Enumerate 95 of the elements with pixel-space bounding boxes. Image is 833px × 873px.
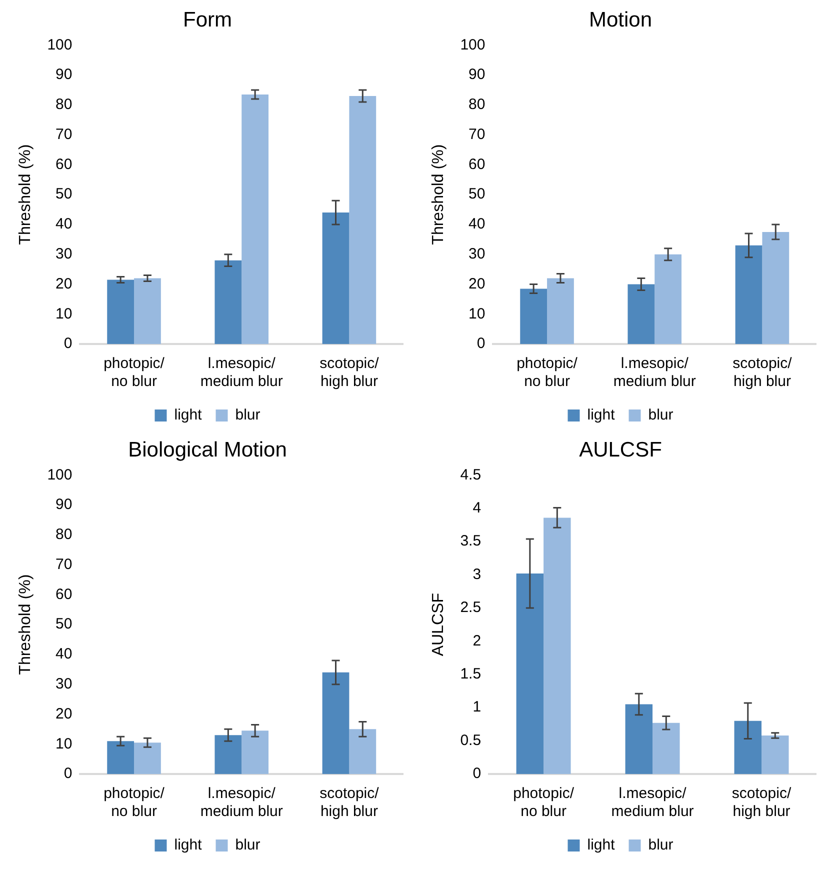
y-tick-label: 1.5 bbox=[460, 666, 482, 683]
bar bbox=[628, 284, 655, 344]
legend-label: blur bbox=[235, 836, 260, 854]
legend-label: light bbox=[174, 836, 203, 854]
y-tick-label: 70 bbox=[56, 126, 72, 143]
x-tick-label: scotopic/ high blur bbox=[320, 785, 380, 820]
y-tick-label: 40 bbox=[468, 216, 486, 233]
chart-title: Biological Motion bbox=[128, 438, 287, 462]
x-tick-label: l.mesopic/ medium blur bbox=[611, 785, 694, 820]
y-tick-label: 2.5 bbox=[460, 599, 482, 616]
bar bbox=[625, 704, 653, 774]
y-tick-label: 50 bbox=[468, 186, 486, 203]
bar bbox=[242, 94, 269, 344]
y-axis-title: Threshold (%) bbox=[430, 144, 448, 245]
y-tick-label: 30 bbox=[468, 246, 486, 262]
y-tick-label: 4 bbox=[472, 500, 482, 517]
y-tick-label: 2 bbox=[472, 632, 482, 650]
y-axis-title: AULCSF bbox=[430, 592, 448, 656]
y-tick-label: 0.5 bbox=[460, 732, 482, 749]
x-tick-label: scotopic/ high blur bbox=[320, 355, 380, 390]
x-tick-label: l.mesopic/ medium blur bbox=[200, 785, 283, 820]
bar bbox=[544, 518, 571, 774]
y-tick-label: 80 bbox=[56, 96, 72, 114]
y-tick-label: 60 bbox=[56, 156, 72, 173]
y-tick-label: 40 bbox=[56, 216, 72, 233]
chart-title: AULCSF bbox=[579, 438, 662, 462]
bar bbox=[654, 254, 682, 344]
bar bbox=[762, 735, 789, 774]
y-tick-label: 60 bbox=[468, 156, 486, 173]
y-tick-label: 50 bbox=[56, 616, 72, 633]
bar bbox=[134, 278, 161, 344]
y-tick-label: 70 bbox=[56, 556, 72, 573]
bar bbox=[652, 722, 680, 774]
y-tick-label: 10 bbox=[56, 305, 72, 322]
y-tick-label: 90 bbox=[56, 496, 72, 514]
y-tick-label: 20 bbox=[56, 275, 72, 292]
y-tick-label: 70 bbox=[468, 126, 486, 143]
y-axis-title: Threshold (%) bbox=[17, 574, 34, 675]
bar bbox=[734, 720, 762, 774]
bar bbox=[735, 245, 762, 344]
y-tick-label: 20 bbox=[468, 275, 486, 292]
x-tick-label: l.mesopic/ medium blur bbox=[613, 355, 696, 390]
x-tick-label: photopic/ no blur bbox=[516, 355, 578, 390]
x-tick-label: scotopic/ high blur bbox=[732, 785, 792, 820]
x-tick-label: scotopic/ high blur bbox=[732, 355, 793, 390]
chart-title: Form bbox=[183, 8, 232, 32]
y-axis-title: Threshold (%) bbox=[17, 144, 34, 245]
bar bbox=[322, 672, 350, 774]
y-tick-label: 3.5 bbox=[460, 532, 482, 550]
y-tick-label: 50 bbox=[56, 186, 72, 203]
y-tick-label: 0 bbox=[64, 335, 72, 352]
y-tick-label: 90 bbox=[468, 66, 486, 84]
y-tick-label: 30 bbox=[56, 676, 72, 692]
y-tick-label: 0 bbox=[476, 335, 486, 352]
x-tick-label: photopic/ no blur bbox=[104, 355, 166, 390]
bar bbox=[242, 730, 269, 774]
y-tick-label: 1 bbox=[472, 698, 482, 716]
x-tick-label: photopic/ no blur bbox=[104, 785, 166, 820]
bar bbox=[134, 742, 161, 774]
bar bbox=[214, 735, 242, 774]
bar bbox=[107, 280, 134, 344]
bar bbox=[547, 278, 574, 344]
bar bbox=[520, 288, 548, 344]
legend-label: light bbox=[587, 406, 616, 424]
y-tick-label: 60 bbox=[56, 586, 72, 603]
x-tick-label: l.mesopic/ medium blur bbox=[200, 355, 283, 390]
bar bbox=[322, 212, 350, 344]
legend-label: blur bbox=[235, 406, 260, 424]
y-tick-label: 0 bbox=[64, 765, 72, 782]
y-tick-label: 80 bbox=[56, 526, 72, 544]
y-tick-label: 20 bbox=[56, 705, 72, 722]
y-tick-label: 100 bbox=[47, 466, 72, 484]
y-tick-label: 80 bbox=[468, 96, 486, 114]
legend-label: blur bbox=[648, 406, 674, 424]
bar bbox=[349, 96, 376, 344]
y-tick-label: 100 bbox=[47, 36, 72, 54]
y-tick-label: 10 bbox=[468, 305, 486, 322]
y-tick-label: 4.5 bbox=[460, 466, 482, 484]
y-tick-label: 10 bbox=[56, 735, 72, 752]
chart-title: Motion bbox=[588, 8, 652, 32]
legend-label: light bbox=[587, 836, 616, 854]
legend-label: blur bbox=[648, 836, 674, 854]
y-tick-label: 3 bbox=[472, 566, 482, 583]
bar bbox=[107, 741, 134, 774]
y-tick-label: 90 bbox=[56, 66, 72, 84]
bar bbox=[214, 260, 242, 344]
x-tick-label: photopic/ no blur bbox=[513, 785, 575, 820]
bar bbox=[762, 232, 790, 344]
y-tick-label: 100 bbox=[460, 36, 486, 54]
y-tick-label: 0 bbox=[472, 765, 482, 782]
y-tick-label: 40 bbox=[56, 646, 72, 663]
legend-label: light bbox=[174, 406, 203, 424]
bar bbox=[516, 573, 544, 774]
y-tick-label: 30 bbox=[56, 246, 72, 262]
bar bbox=[349, 729, 376, 774]
